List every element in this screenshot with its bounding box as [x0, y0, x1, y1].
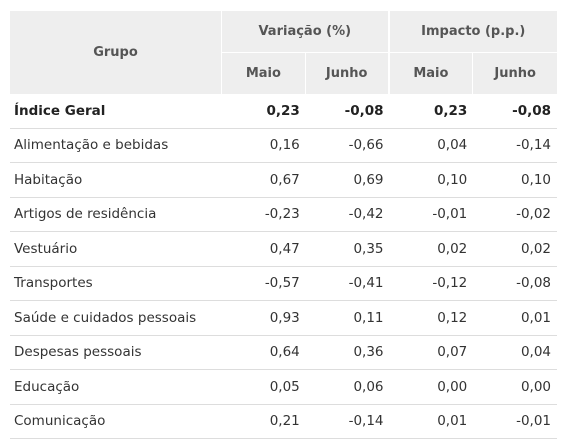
table-body: Índice Geral 0,23 -0,08 0,23 -0,08 Alime… — [10, 94, 558, 439]
row-imp-maio: -0,12 — [389, 267, 474, 301]
row-var-maio: -0,23 — [222, 198, 306, 232]
row-imp-junho: -0,02 — [473, 198, 558, 232]
row-grupo: Comunicação — [10, 405, 222, 439]
table-row: Transportes -0,57 -0,41 -0,12 -0,08 — [10, 267, 558, 301]
row-var-maio: 0,64 — [222, 336, 306, 370]
header-variacao: Variação (%) — [222, 11, 390, 53]
table-row: Artigos de residência -0,23 -0,42 -0,01 … — [10, 198, 558, 232]
row-imp-junho: 0,10 — [473, 163, 558, 198]
row-grupo: Transportes — [10, 267, 222, 301]
header-variacao-junho: Junho — [305, 53, 390, 94]
row-grupo: Educação — [10, 370, 222, 405]
row-imp-maio: 0,07 — [389, 336, 474, 370]
table-row: Despesas pessoais 0,64 0,36 0,07 0,04 — [10, 336, 558, 370]
header-variacao-maio: Maio — [222, 53, 306, 94]
row-imp-junho: 0,04 — [473, 336, 558, 370]
row-var-maio: 0,05 — [222, 370, 306, 405]
row-grupo: Alimentação e bebidas — [10, 129, 222, 163]
row-var-junho: 0,35 — [305, 232, 390, 267]
header-impacto-junho: Junho — [473, 53, 558, 94]
header-impacto-maio: Maio — [389, 53, 474, 94]
row-imp-maio: 0,02 — [389, 232, 474, 267]
table-row: Educação 0,05 0,06 0,00 0,00 — [10, 370, 558, 405]
row-imp-maio: 0,23 — [389, 94, 474, 129]
row-var-junho: -0,41 — [305, 267, 390, 301]
table-row: Vestuário 0,47 0,35 0,02 0,02 — [10, 232, 558, 267]
row-imp-maio: -0,01 — [389, 198, 474, 232]
row-imp-junho: -0,14 — [473, 129, 558, 163]
header-grupo: Grupo — [10, 11, 222, 94]
table-row: Comunicação 0,21 -0,14 0,01 -0,01 — [10, 405, 558, 439]
table-row: Saúde e cuidados pessoais 0,93 0,11 0,12… — [10, 301, 558, 336]
row-imp-maio: 0,04 — [389, 129, 474, 163]
row-imp-maio: 0,10 — [389, 163, 474, 198]
row-grupo: Habitação — [10, 163, 222, 198]
row-grupo: Artigos de residência — [10, 198, 222, 232]
row-var-junho: 0,69 — [305, 163, 390, 198]
row-imp-maio: 0,01 — [389, 405, 474, 439]
row-var-junho: 0,06 — [305, 370, 390, 405]
row-var-junho: -0,14 — [305, 405, 390, 439]
row-grupo: Saúde e cuidados pessoais — [10, 301, 222, 336]
row-var-maio: 0,16 — [222, 129, 306, 163]
row-imp-junho: 0,01 — [473, 301, 558, 336]
row-var-maio: -0,57 — [222, 267, 306, 301]
row-imp-junho: -0,08 — [473, 94, 558, 129]
row-var-maio: 0,93 — [222, 301, 306, 336]
row-imp-maio: 0,00 — [389, 370, 474, 405]
table-header: Grupo Variação (%) Impacto (p.p.) Maio J… — [10, 11, 558, 94]
row-var-junho: -0,42 — [305, 198, 390, 232]
header-impacto: Impacto (p.p.) — [389, 11, 558, 53]
row-var-junho: 0,36 — [305, 336, 390, 370]
row-var-junho: -0,08 — [305, 94, 390, 129]
row-grupo: Despesas pessoais — [10, 336, 222, 370]
row-var-maio: 0,47 — [222, 232, 306, 267]
row-var-junho: 0,11 — [305, 301, 390, 336]
row-imp-junho: -0,08 — [473, 267, 558, 301]
row-grupo: Vestuário — [10, 232, 222, 267]
ipca-groups-table: Grupo Variação (%) Impacto (p.p.) Maio J… — [10, 11, 558, 439]
row-imp-maio: 0,12 — [389, 301, 474, 336]
table-row: Índice Geral 0,23 -0,08 0,23 -0,08 — [10, 94, 558, 129]
table-row: Habitação 0,67 0,69 0,10 0,10 — [10, 163, 558, 198]
row-var-maio: 0,21 — [222, 405, 306, 439]
table-row: Alimentação e bebidas 0,16 -0,66 0,04 -0… — [10, 129, 558, 163]
row-var-junho: -0,66 — [305, 129, 390, 163]
row-grupo: Índice Geral — [10, 94, 222, 129]
row-imp-junho: 0,00 — [473, 370, 558, 405]
row-imp-junho: 0,02 — [473, 232, 558, 267]
row-var-maio: 0,67 — [222, 163, 306, 198]
row-imp-junho: -0,01 — [473, 405, 558, 439]
row-var-maio: 0,23 — [222, 94, 306, 129]
